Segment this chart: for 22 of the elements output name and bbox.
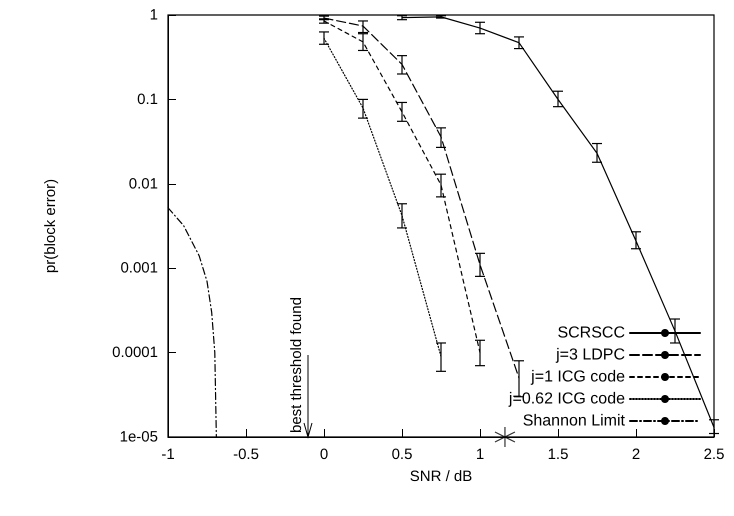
x-tick-label: 0: [320, 446, 328, 463]
y-tick-label: 0.001: [120, 260, 158, 277]
x-tick-label: -0.5: [233, 446, 259, 463]
x-tick-label: 1: [476, 446, 484, 463]
x-tick-label: 2: [632, 446, 640, 463]
x-tick-label: -1: [161, 446, 175, 463]
x-tick-label: 2.5: [704, 446, 724, 463]
y-tick-label: 0.01: [128, 175, 158, 192]
legend-label: Shannon Limit: [522, 412, 626, 430]
x-tick-label: 1.5: [548, 446, 568, 463]
x-tick-label: 0.5: [392, 446, 412, 463]
legend-label: j=0.62 ICG code: [508, 390, 626, 408]
y-tick-label: 1: [150, 6, 158, 24]
y-tick-label: 1e-05: [120, 428, 158, 446]
legend-label: j=1 ICG code: [530, 368, 626, 386]
legend-label: j=3 LDPC: [555, 346, 625, 364]
annotation: best threshold found: [288, 297, 305, 433]
y-tick-label: 0.1: [137, 90, 158, 108]
legend-label: SCRSCC: [557, 324, 625, 342]
y-axis-title: pr(block error): [42, 178, 59, 274]
x-axis-title: SNR / dB: [410, 468, 472, 485]
y-tick-label: 0.0001: [112, 344, 158, 362]
